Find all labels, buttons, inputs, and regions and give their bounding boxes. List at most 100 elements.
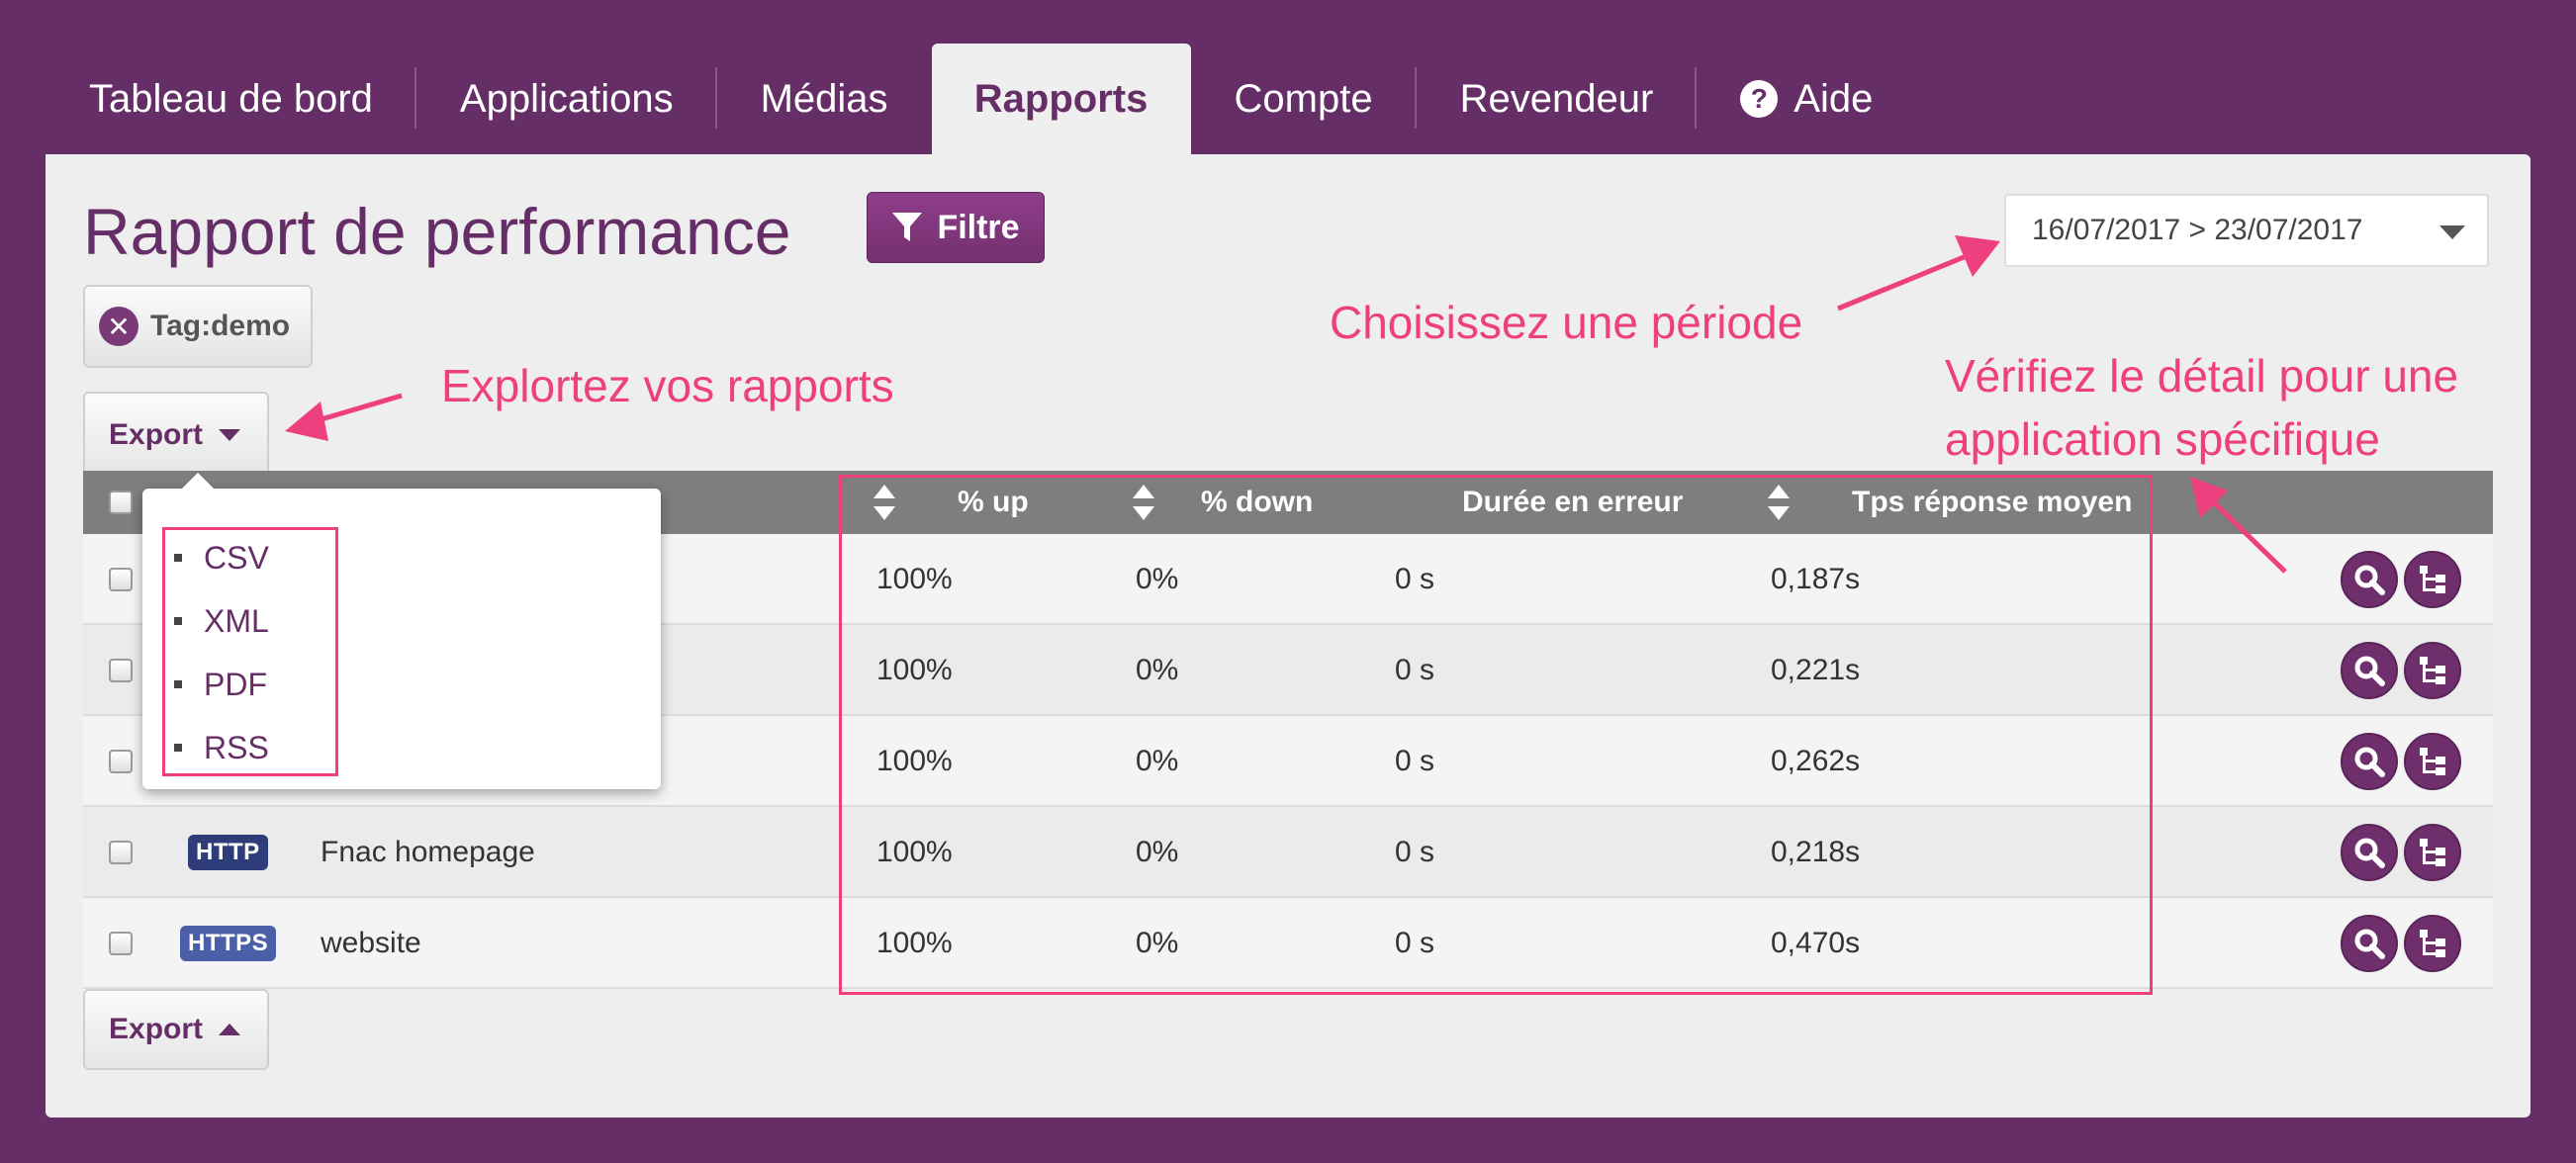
row-checkbox[interactable] <box>109 841 133 864</box>
tree-icon <box>2420 566 2445 593</box>
bullet-icon <box>174 617 182 625</box>
tree-icon <box>2420 657 2445 684</box>
caret-down-icon <box>219 429 241 441</box>
annotation-period: Choisissez une période <box>1330 297 1803 348</box>
main-nav: Tableau de bord Applications Médias Rapp… <box>59 44 1916 154</box>
export-button-bottom[interactable]: Export <box>83 989 269 1070</box>
nav-separator <box>1695 67 1698 129</box>
cell-down: 0% <box>1136 563 1179 595</box>
bullet-icon <box>174 744 182 752</box>
row-checkbox[interactable] <box>109 932 133 955</box>
chevron-down-icon <box>2439 225 2465 239</box>
option-label: RSS <box>204 729 269 765</box>
column-error-duration: Durée en erreur <box>1462 486 1684 518</box>
sort-icon <box>874 485 895 520</box>
column-down: % down <box>1201 486 1314 518</box>
annotation-explore: Explortez vos rapports <box>441 360 894 411</box>
tab-label: Aide <box>1794 76 1874 121</box>
magnifier-icon <box>2354 838 2385 868</box>
export-dropdown-menu: CSV XML PDF RSS <box>142 473 661 789</box>
tab-medias[interactable]: Médias <box>717 44 932 154</box>
tag-label: Tag:demo <box>150 310 291 342</box>
cell-app-name[interactable]: website <box>321 927 421 959</box>
caret-up-icon <box>219 1024 241 1035</box>
funnel-icon <box>892 213 923 241</box>
detail-button[interactable] <box>2341 642 2398 699</box>
tree-view-button[interactable] <box>2404 824 2461 881</box>
option-label: XML <box>204 602 269 639</box>
cell-up: 100% <box>876 927 953 959</box>
export-option-rss[interactable]: RSS <box>162 716 269 779</box>
detail-button[interactable] <box>2341 733 2398 790</box>
filter-button[interactable]: Filtre <box>867 192 1045 263</box>
tree-icon <box>2420 748 2445 775</box>
tab-compte[interactable]: Compte <box>1191 44 1417 154</box>
export-option-csv[interactable]: CSV <box>162 526 269 589</box>
report-table: % up % down Durée en erreur Tps réponse … <box>83 471 2493 989</box>
cell-avg-response: 0,221s <box>1771 654 1861 686</box>
nav-separator <box>714 67 717 129</box>
date-range-select[interactable]: 16/07/2017 > 23/07/2017 <box>2004 194 2489 267</box>
select-all-checkbox[interactable] <box>109 491 133 514</box>
tab-revendeur[interactable]: Revendeur <box>1417 44 1698 154</box>
cell-error-duration: 0 s <box>1395 654 1435 686</box>
magnifier-icon <box>2354 656 2385 686</box>
table-body: 100% 0% 0 s 0,187s 100% 0% 0 s <box>83 534 2493 989</box>
cell-down: 0% <box>1136 745 1179 777</box>
tab-label: Tableau de bord <box>89 76 373 121</box>
table-row: HTTP Fnac homepage 100% 0% 0 s 0,218s <box>83 807 2493 898</box>
tab-label: Rapports <box>973 76 1149 121</box>
export-button-top[interactable]: Export <box>83 392 269 477</box>
cell-error-duration: 0 s <box>1395 563 1435 595</box>
row-checkbox[interactable] <box>109 750 133 773</box>
page-title: Rapport de performance <box>83 195 791 268</box>
export-option-pdf[interactable]: PDF <box>162 653 269 716</box>
row-checkbox[interactable] <box>109 659 133 682</box>
sort-down-column[interactable] <box>1132 471 1155 534</box>
tab-label: Médias <box>760 76 888 121</box>
sort-up-column[interactable] <box>873 471 896 534</box>
close-icon[interactable]: ✕ <box>99 307 138 346</box>
tab-label: Applications <box>459 76 674 121</box>
tree-icon <box>2420 930 2445 957</box>
cell-avg-response: 0,470s <box>1771 927 1861 959</box>
help-circle-icon: ? <box>1740 80 1779 118</box>
tab-applications[interactable]: Applications <box>416 44 717 154</box>
tag-filter-chip: ✕ Tag:demo <box>83 285 313 368</box>
date-range-value: 16/07/2017 > 23/07/2017 <box>2032 214 2363 246</box>
cell-down: 0% <box>1136 927 1179 959</box>
select-all-cell <box>109 471 133 534</box>
annotation-highlight-metrics <box>839 475 2153 995</box>
detail-button[interactable] <box>2341 915 2398 972</box>
option-label: CSV <box>204 539 269 576</box>
detail-button[interactable] <box>2341 551 2398 608</box>
nav-separator <box>414 67 416 129</box>
detail-button[interactable] <box>2341 824 2398 881</box>
tab-label: Revendeur <box>1459 76 1654 121</box>
magnifier-icon <box>2354 747 2385 777</box>
cell-error-duration: 0 s <box>1395 836 1435 868</box>
row-checkbox[interactable] <box>109 568 133 591</box>
export-label: Export <box>109 418 204 451</box>
tree-view-button[interactable] <box>2404 551 2461 608</box>
sort-icon <box>1768 485 1790 520</box>
tree-view-button[interactable] <box>2404 642 2461 699</box>
content-panel: Rapport de performance Filtre 16/07/2017… <box>46 154 2530 1118</box>
tree-view-button[interactable] <box>2404 733 2461 790</box>
tree-view-button[interactable] <box>2404 915 2461 972</box>
magnifier-icon <box>2354 565 2385 595</box>
option-label: PDF <box>204 666 267 702</box>
cell-down: 0% <box>1136 836 1179 868</box>
export-option-xml[interactable]: XML <box>162 589 269 653</box>
column-avg-response: Tps réponse moyen <box>1852 486 2133 518</box>
tab-rapports[interactable]: Rapports <box>931 44 1191 154</box>
dropdown-pointer <box>180 473 216 491</box>
http-badge: HTTP <box>188 835 268 870</box>
cell-error-duration: 0 s <box>1395 745 1435 777</box>
export-label: Export <box>109 1013 204 1045</box>
tab-aide[interactable]: ? Aide <box>1697 44 1916 154</box>
sort-response-column[interactable] <box>1767 471 1791 534</box>
cell-app-name[interactable]: Fnac homepage <box>321 836 535 868</box>
magnifier-icon <box>2354 929 2385 959</box>
tab-tableau-de-bord[interactable]: Tableau de bord <box>59 44 416 154</box>
